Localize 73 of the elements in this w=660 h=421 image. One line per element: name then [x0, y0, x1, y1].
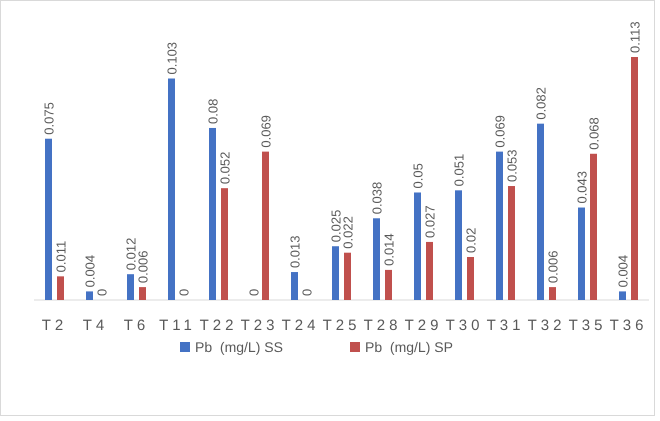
- bar: [414, 192, 421, 300]
- x-tick-label: T23: [240, 317, 278, 334]
- x-tick-label: T30: [446, 317, 484, 334]
- x-tick-label: T28: [364, 317, 402, 334]
- data-label: 0.082: [534, 87, 548, 120]
- bar: [86, 291, 93, 300]
- x-tick-label: T35: [568, 317, 606, 334]
- data-label: 0.069: [258, 115, 274, 148]
- data-label: 0.025: [328, 210, 344, 242]
- bar: [127, 274, 134, 300]
- data-label: 0.014: [382, 233, 396, 266]
- data-label: 0: [176, 288, 192, 296]
- bar: [426, 242, 433, 300]
- data-label: 0.052: [218, 152, 232, 184]
- data-label: 0.004: [82, 254, 98, 288]
- data-label: 0.022: [340, 216, 356, 249]
- bar: [578, 208, 585, 300]
- data-label: 0: [300, 288, 314, 296]
- x-tick-label: T29: [404, 317, 442, 334]
- data-label: 0.069: [492, 115, 508, 148]
- data-label: 0.011: [54, 240, 68, 272]
- x-tick-label: T11: [159, 317, 196, 334]
- data-label: 0.103: [164, 42, 180, 75]
- bar: [209, 128, 216, 300]
- bar: [221, 188, 228, 300]
- data-label: 0.013: [288, 235, 302, 268]
- bar: [549, 287, 556, 300]
- data-label: 0.004: [616, 254, 630, 288]
- bar: [619, 291, 626, 300]
- bar: [168, 78, 175, 300]
- data-label: 0.006: [546, 250, 560, 284]
- bar: [373, 218, 380, 300]
- bar: [262, 152, 269, 300]
- bar: [496, 152, 503, 300]
- data-label: 0.006: [136, 250, 150, 284]
- x-tick-label: T2: [42, 317, 68, 334]
- data-label: 0: [246, 288, 262, 296]
- bar: [455, 190, 462, 300]
- bar: [537, 124, 544, 300]
- data-label: 0.068: [586, 117, 602, 150]
- x-tick-label: T4: [82, 317, 108, 334]
- bar: [332, 246, 339, 300]
- data-label: 0.02: [464, 228, 478, 253]
- legend-label: Pb (mg/L) SS: [195, 339, 283, 355]
- legend-label: Pb (mg/L) SP: [365, 339, 453, 355]
- data-label: 0.075: [42, 102, 56, 135]
- x-tick-label: T22: [200, 317, 238, 334]
- data-label: 0.053: [504, 149, 520, 182]
- data-label: 0.043: [574, 170, 590, 204]
- bar: [45, 138, 52, 300]
- data-label: 0.051: [452, 154, 466, 186]
- x-tick-label: T31: [486, 317, 524, 334]
- data-label: 0.05: [410, 163, 426, 188]
- x-tick-label: T6: [124, 317, 150, 334]
- x-tick-label: T32: [528, 317, 566, 334]
- data-label: 0.038: [370, 182, 384, 214]
- x-tick-label: T36: [610, 317, 648, 334]
- bar: [291, 272, 298, 300]
- data-label: 0.113: [628, 21, 642, 53]
- bar: [57, 276, 64, 300]
- bar: [467, 256, 474, 300]
- bar: [508, 186, 515, 300]
- bar: [631, 57, 638, 300]
- data-label: 0.08: [206, 98, 220, 124]
- data-label: 0: [94, 288, 110, 296]
- bar: [590, 154, 597, 300]
- x-tick-label: T25: [322, 317, 360, 334]
- bar: [385, 270, 392, 300]
- bar: [344, 252, 351, 300]
- x-tick-label: T24: [282, 317, 320, 334]
- data-label: 0.027: [422, 205, 438, 238]
- data-label: 0.012: [124, 238, 138, 270]
- bar: [139, 287, 146, 300]
